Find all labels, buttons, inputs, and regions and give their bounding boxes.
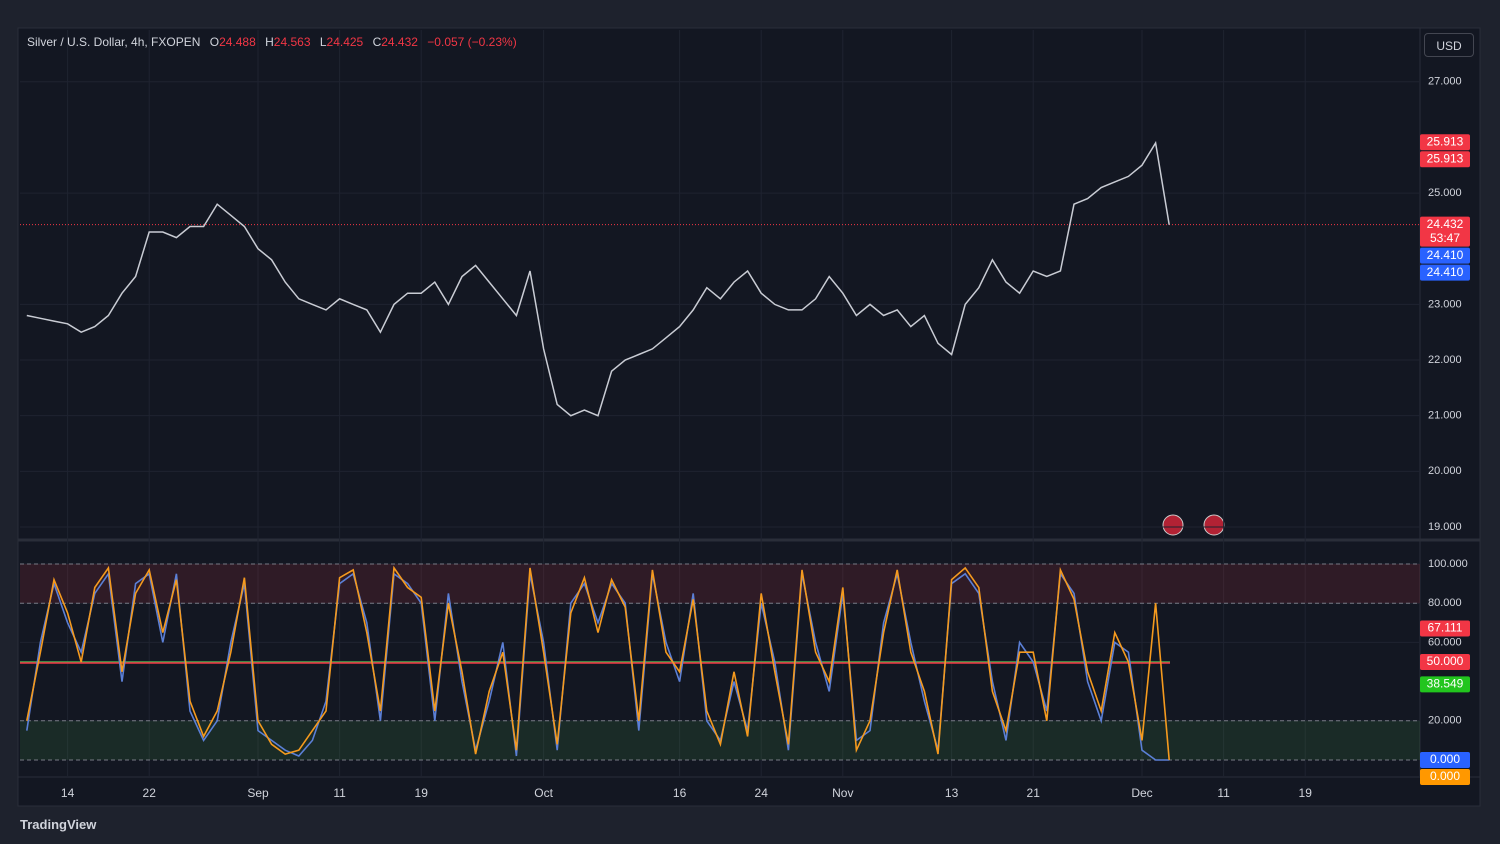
event-icon[interactable] [1162, 514, 1184, 536]
y-tick-label: 21.000 [1428, 410, 1462, 422]
price-badge [1420, 264, 1470, 281]
x-tick-label: 11 [333, 786, 346, 800]
ohlc-value: 24.563 [273, 35, 311, 49]
x-tick-label: 14 [61, 786, 75, 800]
x-tick-label: Dec [1131, 786, 1152, 800]
event-icons[interactable] [1162, 514, 1225, 536]
x-tick-label: 19 [1299, 786, 1313, 800]
price-badge-label: 38.549 [1427, 677, 1464, 691]
y-tick-label: 23.000 [1428, 298, 1462, 310]
y-tick-label: 80.000 [1428, 597, 1462, 609]
y-tick-label: 19.000 [1428, 521, 1462, 533]
x-tick-label: 16 [673, 786, 687, 800]
zone-band [20, 564, 1420, 604]
ohlc-key: L [319, 35, 327, 49]
price-badge [1420, 768, 1470, 785]
chart-panel [17, 27, 1481, 807]
price-badge [1420, 151, 1470, 168]
price-badge [1420, 676, 1470, 693]
y-tick-label: 60.000 [1428, 636, 1462, 648]
price-badge-label: 25.913 [1427, 134, 1464, 148]
price-badge [1420, 751, 1470, 768]
price-badge-label: 0.000 [1430, 769, 1460, 783]
y-tick-label: 27.000 [1428, 76, 1462, 88]
event-icon[interactable] [1203, 514, 1225, 536]
x-tick-label: 11 [1217, 786, 1230, 800]
price-badge-label: 24.410 [1427, 265, 1464, 279]
price-badge [1420, 134, 1470, 151]
price-badge-label: 67.111 [1428, 621, 1463, 635]
ohlc-value: 24.488 [219, 35, 256, 49]
x-tick-label: Nov [832, 786, 853, 800]
x-tick-label: 22 [143, 786, 157, 800]
price-badge [1420, 620, 1470, 637]
ohlc-key: C [372, 35, 382, 49]
x-tick-label: 24 [755, 786, 769, 800]
price-badge-label: 25.913 [1427, 151, 1464, 165]
y-tick-label: 25.000 [1428, 187, 1462, 199]
ohlc-key: H [265, 35, 274, 49]
y-tick-label: 100.000 [1428, 558, 1468, 570]
y-tick-label: 20.000 [1428, 715, 1462, 727]
x-tick-label: Sep [247, 786, 269, 800]
x-tick-label: Oct [534, 786, 553, 800]
price-badge [1420, 247, 1470, 264]
brand-logo[interactable]: TradingView [20, 817, 97, 832]
price-badge-label: 24.410 [1427, 248, 1464, 262]
symbol-title: Silver / U.S. Dollar, 4h, FXOPEN [27, 35, 201, 49]
price-badge [1420, 216, 1470, 247]
price-line [26, 140, 1170, 417]
ohlc-value: 24.425 [326, 35, 364, 49]
x-tick-label: 13 [945, 786, 959, 800]
countdown-label: 53:47 [1430, 231, 1460, 245]
x-tick-label: 19 [415, 786, 429, 800]
x-tick-label: 21 [1027, 786, 1041, 800]
change: −0.057 (−0.23%) [427, 35, 517, 49]
price-badge-label: 24.432 [1427, 217, 1464, 231]
ohlc-value: 24.432 [381, 35, 418, 49]
y-tick-label: 20.000 [1428, 465, 1462, 477]
price-badge-label: 50.000 [1427, 654, 1464, 668]
oscillator-line [26, 565, 1170, 761]
y-tick-label: 22.000 [1428, 354, 1462, 366]
legend-header: Silver / U.S. Dollar, 4h, FXOPEN O24.488… [27, 35, 517, 49]
price-badge [1420, 653, 1470, 670]
currency-button[interactable]: USD [1424, 33, 1474, 57]
ohlc-key: O [209, 35, 220, 49]
price-badge-label: 0.000 [1430, 752, 1460, 766]
